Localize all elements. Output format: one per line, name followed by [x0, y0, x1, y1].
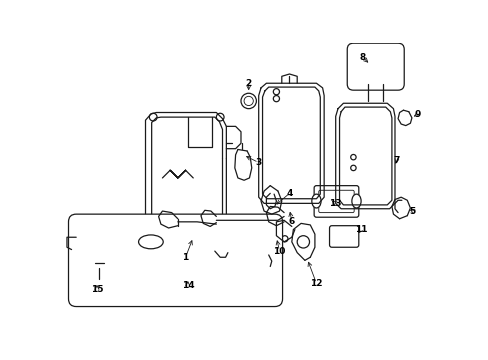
FancyBboxPatch shape: [329, 226, 358, 247]
Text: 6: 6: [288, 217, 294, 226]
Circle shape: [273, 95, 279, 102]
FancyBboxPatch shape: [68, 214, 282, 306]
Text: 12: 12: [309, 279, 322, 288]
FancyBboxPatch shape: [318, 190, 353, 213]
Text: 2: 2: [245, 79, 251, 88]
Circle shape: [93, 256, 105, 269]
FancyBboxPatch shape: [346, 43, 404, 90]
Ellipse shape: [351, 194, 360, 208]
FancyBboxPatch shape: [313, 186, 358, 217]
Circle shape: [244, 96, 253, 105]
Circle shape: [96, 260, 102, 266]
Circle shape: [297, 236, 309, 248]
Circle shape: [216, 230, 224, 238]
Circle shape: [149, 113, 157, 121]
Text: 5: 5: [409, 207, 415, 216]
Circle shape: [149, 230, 157, 238]
Text: 7: 7: [392, 156, 399, 165]
Circle shape: [241, 93, 256, 109]
Text: 15: 15: [91, 285, 103, 294]
Circle shape: [216, 113, 224, 121]
Text: 9: 9: [414, 109, 421, 118]
Circle shape: [273, 89, 279, 95]
Ellipse shape: [311, 194, 321, 208]
Text: 13: 13: [329, 199, 341, 208]
Text: 8: 8: [359, 53, 365, 62]
Circle shape: [350, 165, 355, 171]
Circle shape: [281, 236, 287, 242]
Text: 10: 10: [273, 247, 285, 256]
Text: 11: 11: [354, 225, 366, 234]
Text: 4: 4: [286, 189, 292, 198]
Text: 3: 3: [255, 158, 261, 167]
Ellipse shape: [138, 235, 163, 249]
Text: 1: 1: [182, 253, 188, 262]
Circle shape: [350, 154, 355, 160]
Text: 14: 14: [181, 281, 194, 290]
